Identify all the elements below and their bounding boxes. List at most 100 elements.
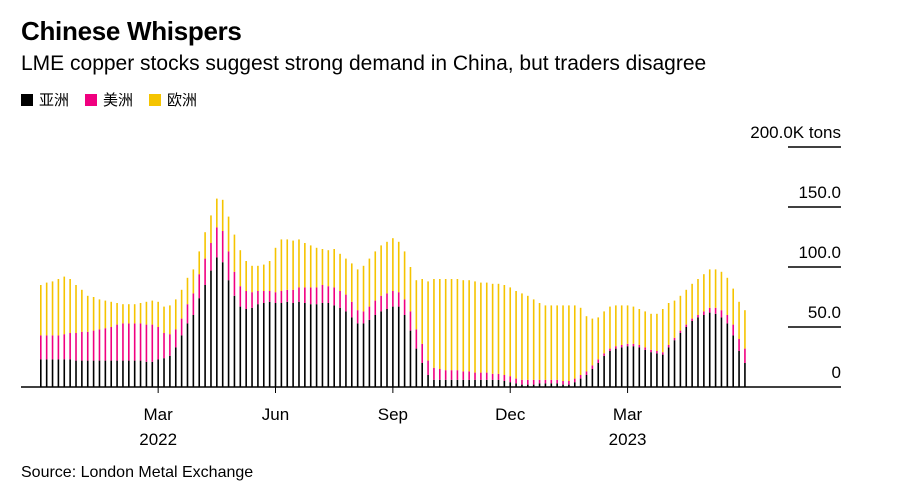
- bar-asia: [474, 379, 476, 387]
- bar-americas: [268, 291, 271, 302]
- bar-asia: [597, 363, 600, 387]
- bar-americas: [251, 292, 253, 308]
- bar-asia: [744, 363, 746, 387]
- bar-europe: [356, 269, 359, 311]
- bar-asia: [110, 360, 113, 387]
- bar-europe: [268, 261, 271, 291]
- bar-americas: [603, 353, 605, 356]
- bar-americas: [708, 307, 711, 313]
- bar-americas: [485, 372, 488, 380]
- bar-europe: [92, 297, 95, 331]
- bar-americas: [339, 291, 341, 308]
- bar-americas: [45, 335, 48, 360]
- axes: Mar 2022 Jun Sep Dec Mar 2023: [21, 386, 841, 449]
- bar-americas: [697, 315, 699, 318]
- bar-europe: [262, 264, 265, 291]
- bar-americas: [403, 299, 406, 315]
- bar-americas: [691, 318, 693, 321]
- bar-europe: [280, 239, 283, 291]
- bar-asia: [321, 303, 324, 387]
- bar-asia: [738, 351, 740, 387]
- bar-asia: [632, 346, 635, 387]
- bar-asia: [339, 307, 341, 387]
- bar-americas: [309, 287, 312, 305]
- bar-europe: [591, 318, 594, 366]
- legend-label-asia: 亚洲: [39, 92, 70, 109]
- bar-americas: [620, 345, 623, 348]
- y-tick-label: 50.0: [808, 303, 841, 322]
- bar-americas: [245, 291, 247, 309]
- bar-europe: [644, 311, 646, 348]
- bar-europe: [556, 305, 558, 380]
- bar-americas: [116, 324, 118, 361]
- bar-americas: [128, 323, 130, 361]
- bar-americas: [350, 301, 353, 318]
- bar-americas: [415, 329, 418, 349]
- bar-asia: [163, 358, 165, 387]
- bar-europe: [204, 232, 206, 259]
- bar-americas: [321, 285, 324, 303]
- bar-americas: [304, 287, 306, 303]
- bar-americas: [69, 333, 71, 360]
- bar-asia: [216, 257, 218, 387]
- bar-americas: [40, 335, 42, 360]
- bar-asia: [157, 359, 159, 387]
- bar-asia: [233, 295, 236, 387]
- bar-asia: [626, 346, 629, 387]
- bar-europe: [104, 300, 107, 329]
- bar-americas: [521, 379, 523, 385]
- bar-americas: [503, 375, 506, 381]
- bar-asia: [409, 330, 412, 387]
- bar-europe: [444, 279, 447, 371]
- bar-europe: [216, 198, 218, 228]
- legend-swatch-asia: [21, 93, 33, 106]
- bar-europe: [667, 303, 670, 345]
- bar-europe: [433, 279, 435, 368]
- bar-europe: [157, 301, 159, 327]
- bar-europe: [515, 291, 517, 379]
- bar-asia: [257, 304, 259, 387]
- bar-europe: [585, 316, 588, 372]
- bar-europe: [380, 245, 382, 296]
- bar-asia: [573, 382, 576, 387]
- bar-europe: [227, 216, 230, 252]
- bar-asia: [509, 382, 512, 387]
- bar-americas: [433, 367, 435, 380]
- x-tick-year-label: 2023: [609, 430, 647, 449]
- bar-europe: [86, 295, 89, 332]
- bar-europe: [298, 239, 300, 288]
- bar-americas: [145, 324, 148, 362]
- bar-asia: [708, 312, 711, 387]
- bar-europe: [409, 267, 412, 312]
- bar-americas: [661, 352, 664, 355]
- bar-americas: [345, 294, 347, 312]
- bar-americas: [474, 372, 476, 380]
- bar-americas: [673, 337, 676, 341]
- bar-americas: [644, 347, 646, 350]
- legend-label-europe: 欧洲: [167, 92, 198, 109]
- bar-asia: [544, 383, 547, 387]
- bar-americas: [274, 292, 277, 303]
- bar-europe: [40, 285, 42, 336]
- bar-americas: [632, 343, 635, 347]
- bar-asia: [456, 379, 459, 387]
- bar-americas: [174, 329, 177, 348]
- bar-europe: [333, 249, 335, 288]
- bar-asia: [169, 355, 171, 387]
- bar-americas: [626, 343, 629, 347]
- bar-americas: [356, 310, 359, 324]
- legend-item-europe: 欧洲: [149, 89, 197, 110]
- bar-americas: [456, 370, 459, 380]
- bar-asia: [568, 384, 570, 387]
- bar-asia: [51, 359, 54, 387]
- bar-europe: [573, 305, 576, 379]
- bar-europe: [462, 280, 465, 372]
- bar-americas: [579, 375, 582, 379]
- bar-americas: [450, 370, 453, 380]
- bar-europe: [480, 282, 482, 373]
- bar-asia: [251, 307, 253, 387]
- bar-asia: [298, 301, 300, 387]
- x-tick-label: Mar: [144, 405, 174, 424]
- legend-swatch-americas: [85, 93, 98, 106]
- bar-asia: [128, 360, 130, 387]
